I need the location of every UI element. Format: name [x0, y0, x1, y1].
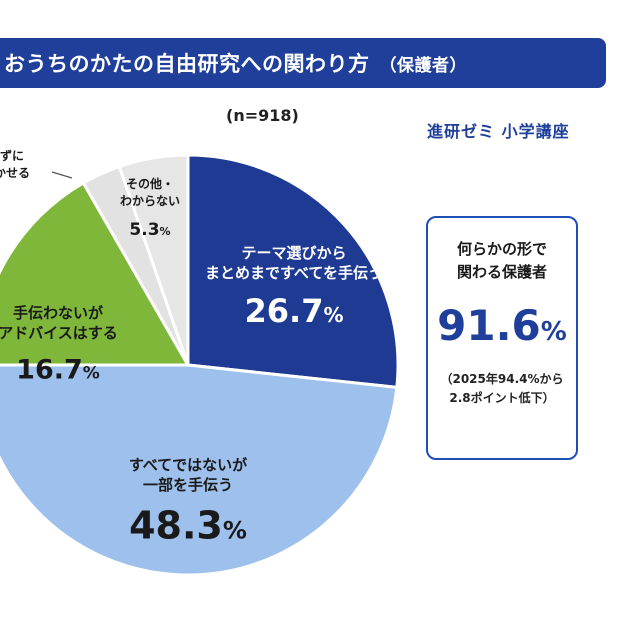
- pie-slice-1: [0, 363, 399, 577]
- slice-4-value: 5.3%: [129, 220, 170, 240]
- callout-note-2: 2.8ポイント低下）: [449, 391, 555, 405]
- pie-slice-4: [117, 153, 190, 366]
- callout-unit: %: [540, 317, 567, 347]
- sample-size-label: (n=918): [226, 106, 299, 125]
- slice-0-label-line-0: テーマ選びから: [241, 244, 346, 262]
- callout-line-2: 関わる保護者: [456, 263, 547, 281]
- chart-title: おうちのかたの自由研究への関わり方 （保護者）: [0, 48, 467, 78]
- callout-value: 91.6%: [428, 302, 576, 356]
- slice-3-label-line-0: ずに: [0, 148, 24, 163]
- brand-name: 進研ゼミ 小学講座: [427, 122, 570, 141]
- slice-0-value: 26.7%: [245, 292, 344, 330]
- callout-note: （2025年94.4%から 2.8ポイント低下）: [428, 370, 576, 408]
- slice-4-label-line-1: わからない: [120, 194, 180, 208]
- callout-line-1: 何らかの形で: [456, 240, 547, 258]
- slice-2-label-line-0: 手伝わないが: [13, 304, 104, 322]
- slice-1-label-line-0: すべてではないが: [129, 456, 248, 474]
- slice-2-label-line-1: アドバイスはする: [0, 324, 118, 342]
- slice-2-value: 16.7%: [16, 354, 100, 385]
- callout-note-1: （2025年94.4%から: [440, 372, 564, 386]
- slice-4-label-line-0: その他・: [126, 176, 174, 191]
- slice-1-label-line-1: 一部を手伝う: [143, 476, 233, 494]
- title-bar: おうちのかたの自由研究への関わり方 （保護者）: [0, 38, 606, 88]
- slice-1-value: 48.3%: [129, 504, 247, 548]
- pie-slice-2: [0, 180, 191, 367]
- callout-number: 91.6: [437, 301, 541, 350]
- chart-title-main: おうちのかたの自由研究への関わり方: [4, 52, 370, 76]
- slice-0-label-line-1: まとめまですべてを手伝う: [205, 264, 383, 282]
- summary-callout: 何らかの形で 関わる保護者 91.6% （2025年94.4%から 2.8ポイン…: [426, 216, 578, 460]
- slice-3-label-line-1: かせる: [0, 166, 30, 180]
- chart-title-sub: （保護者）: [379, 56, 467, 76]
- leader-line: [51, 171, 73, 179]
- pie-slice-0: [186, 153, 400, 390]
